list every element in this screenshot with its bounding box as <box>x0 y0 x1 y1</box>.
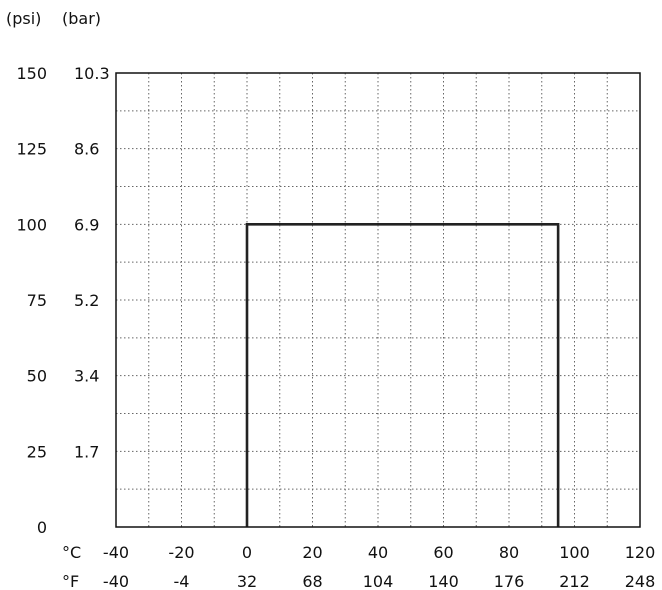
celsius-tick-label: 100 <box>559 543 590 562</box>
fahrenheit-tick-label: 248 <box>625 572 656 590</box>
fahrenheit-tick-label: -4 <box>174 572 190 590</box>
bar-tick-label: 10.3 <box>74 64 110 83</box>
fahrenheit-tick-label: -40 <box>103 572 129 590</box>
celsius-unit-label: °C <box>62 543 81 562</box>
psi-tick-label: 0 <box>37 518 47 537</box>
fahrenheit-unit-label: °F <box>62 572 79 590</box>
celsius-tick-label: -20 <box>168 543 194 562</box>
fahrenheit-tick-label: 104 <box>363 572 394 590</box>
grid <box>116 73 640 527</box>
celsius-tick-label: 60 <box>433 543 453 562</box>
celsius-tick-label: 80 <box>499 543 519 562</box>
plot-frame <box>115 72 641 528</box>
celsius-tick-label: 40 <box>368 543 388 562</box>
celsius-tick-label: 0 <box>242 543 252 562</box>
fahrenheit-tick-label: 68 <box>302 572 322 590</box>
psi-tick-label: 150 <box>16 64 47 83</box>
celsius-tick-label: -40 <box>103 543 129 562</box>
fahrenheit-tick-label: 140 <box>428 572 459 590</box>
psi-tick-label: 125 <box>16 140 47 159</box>
psi-tick-label: 25 <box>27 442 47 461</box>
psi-tick-label: 75 <box>27 291 47 310</box>
fahrenheit-tick-label: 32 <box>237 572 257 590</box>
bar-tick-label: 8.6 <box>74 140 99 159</box>
bar-tick-label: 1.7 <box>74 442 99 461</box>
bar-tick-label: 5.2 <box>74 291 99 310</box>
psi-tick-label: 100 <box>16 215 47 234</box>
celsius-tick-label: 20 <box>302 543 322 562</box>
bar-tick-label: 6.9 <box>74 215 99 234</box>
bar-tick-label: 3.4 <box>74 367 99 386</box>
fahrenheit-tick-label: 212 <box>559 572 590 590</box>
bar-unit-label: (bar) <box>62 9 101 28</box>
celsius-tick-label: 120 <box>625 543 656 562</box>
fahrenheit-tick-label: 176 <box>494 572 525 590</box>
psi-unit-label: (psi) <box>6 9 41 28</box>
plot-marks <box>245 223 560 527</box>
psi-tick-label: 50 <box>27 367 47 386</box>
operating-limit-line <box>245 223 560 527</box>
